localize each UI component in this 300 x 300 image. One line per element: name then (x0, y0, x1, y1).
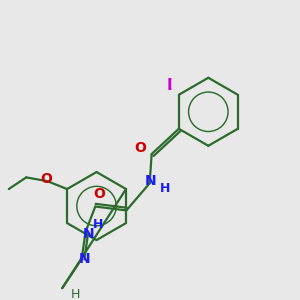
Text: I: I (166, 77, 172, 92)
Text: N: N (83, 227, 94, 241)
Text: O: O (93, 187, 105, 201)
Text: N: N (145, 174, 157, 188)
Text: N: N (79, 252, 90, 266)
Text: O: O (134, 141, 146, 155)
Text: O: O (40, 172, 52, 186)
Text: H: H (71, 287, 80, 300)
Text: H: H (93, 218, 104, 230)
Text: H: H (160, 182, 170, 195)
